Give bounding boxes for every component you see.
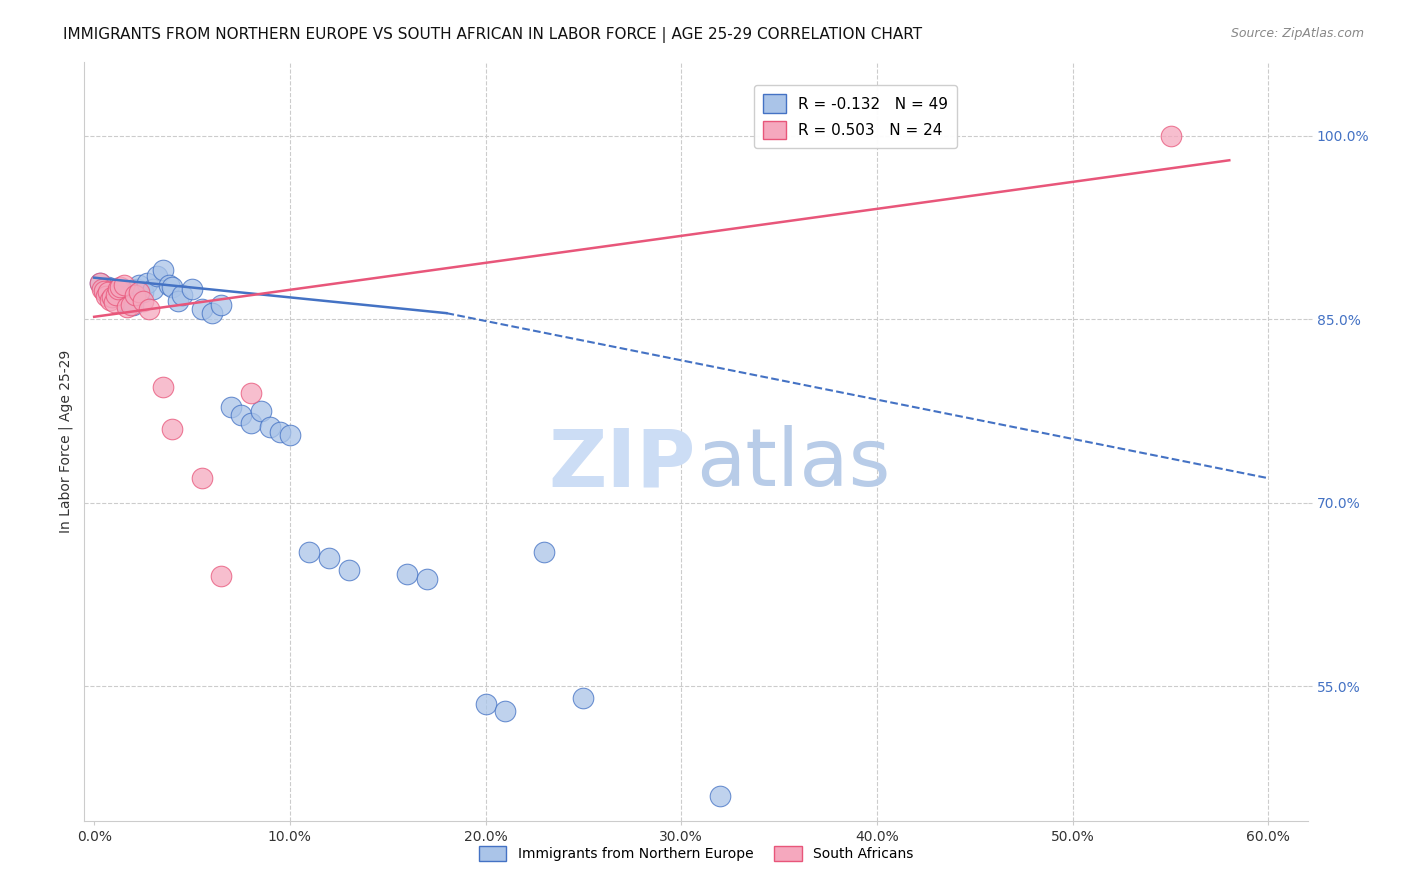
- Text: Source: ZipAtlas.com: Source: ZipAtlas.com: [1230, 27, 1364, 40]
- Point: [162, 280, 184, 294]
- Point: [108, 280, 131, 294]
- Point: [162, 422, 184, 436]
- Point: [219, 401, 242, 415]
- Point: [117, 290, 139, 304]
- Point: [142, 282, 165, 296]
- Point: [93, 284, 115, 298]
- Point: [167, 293, 190, 308]
- Point: [110, 284, 132, 298]
- Point: [128, 285, 150, 300]
- Point: [152, 263, 174, 277]
- Point: [108, 289, 131, 303]
- Point: [200, 306, 222, 320]
- Point: [209, 569, 232, 583]
- Point: [152, 379, 174, 393]
- Point: [494, 704, 516, 718]
- Point: [249, 404, 271, 418]
- Point: [118, 287, 141, 301]
- Point: [157, 278, 180, 293]
- Point: [269, 425, 291, 439]
- Point: [93, 282, 115, 296]
- Point: [191, 302, 214, 317]
- Point: [132, 285, 155, 300]
- Point: [117, 300, 139, 314]
- Point: [98, 293, 121, 307]
- Point: [396, 566, 419, 581]
- Point: [89, 276, 111, 290]
- Point: [127, 282, 149, 296]
- Point: [112, 278, 135, 293]
- Point: [103, 285, 125, 300]
- Point: [120, 293, 142, 308]
- Point: [709, 789, 731, 804]
- Point: [239, 385, 262, 400]
- Point: [172, 287, 194, 301]
- Point: [128, 278, 150, 293]
- Point: [259, 420, 281, 434]
- Point: [572, 691, 595, 706]
- Point: [146, 269, 169, 284]
- Point: [114, 295, 136, 310]
- Point: [209, 297, 232, 311]
- Point: [120, 297, 142, 311]
- Point: [97, 280, 120, 294]
- Point: [100, 290, 122, 304]
- Text: ZIP: ZIP: [548, 425, 696, 503]
- Point: [278, 428, 301, 442]
- Point: [229, 408, 252, 422]
- Point: [122, 297, 145, 311]
- Point: [104, 283, 127, 297]
- Point: [103, 295, 125, 310]
- Point: [239, 416, 262, 430]
- Point: [124, 287, 146, 301]
- Point: [107, 282, 129, 296]
- Text: IMMIGRANTS FROM NORTHERN EUROPE VS SOUTH AFRICAN IN LABOR FORCE | AGE 25-29 CORR: IMMIGRANTS FROM NORTHERN EUROPE VS SOUTH…: [63, 27, 922, 43]
- Point: [100, 290, 122, 304]
- Point: [91, 282, 114, 296]
- Point: [98, 287, 121, 301]
- Point: [416, 572, 439, 586]
- Point: [107, 286, 129, 301]
- Point: [298, 544, 321, 558]
- Point: [1160, 128, 1182, 143]
- Point: [124, 287, 146, 301]
- Point: [132, 293, 155, 308]
- Legend: Immigrants from Northern Europe, South Africans: Immigrants from Northern Europe, South A…: [472, 841, 920, 867]
- Point: [181, 282, 204, 296]
- Point: [337, 563, 360, 577]
- Point: [97, 285, 120, 300]
- Point: [474, 698, 496, 712]
- Point: [138, 302, 160, 317]
- Point: [318, 550, 340, 565]
- Point: [191, 471, 214, 485]
- Point: [533, 544, 555, 558]
- Y-axis label: In Labor Force | Age 25-29: In Labor Force | Age 25-29: [59, 350, 73, 533]
- Point: [89, 276, 111, 290]
- Point: [112, 293, 135, 307]
- Text: atlas: atlas: [696, 425, 890, 503]
- Point: [104, 287, 127, 301]
- Point: [94, 289, 117, 303]
- Point: [136, 276, 159, 290]
